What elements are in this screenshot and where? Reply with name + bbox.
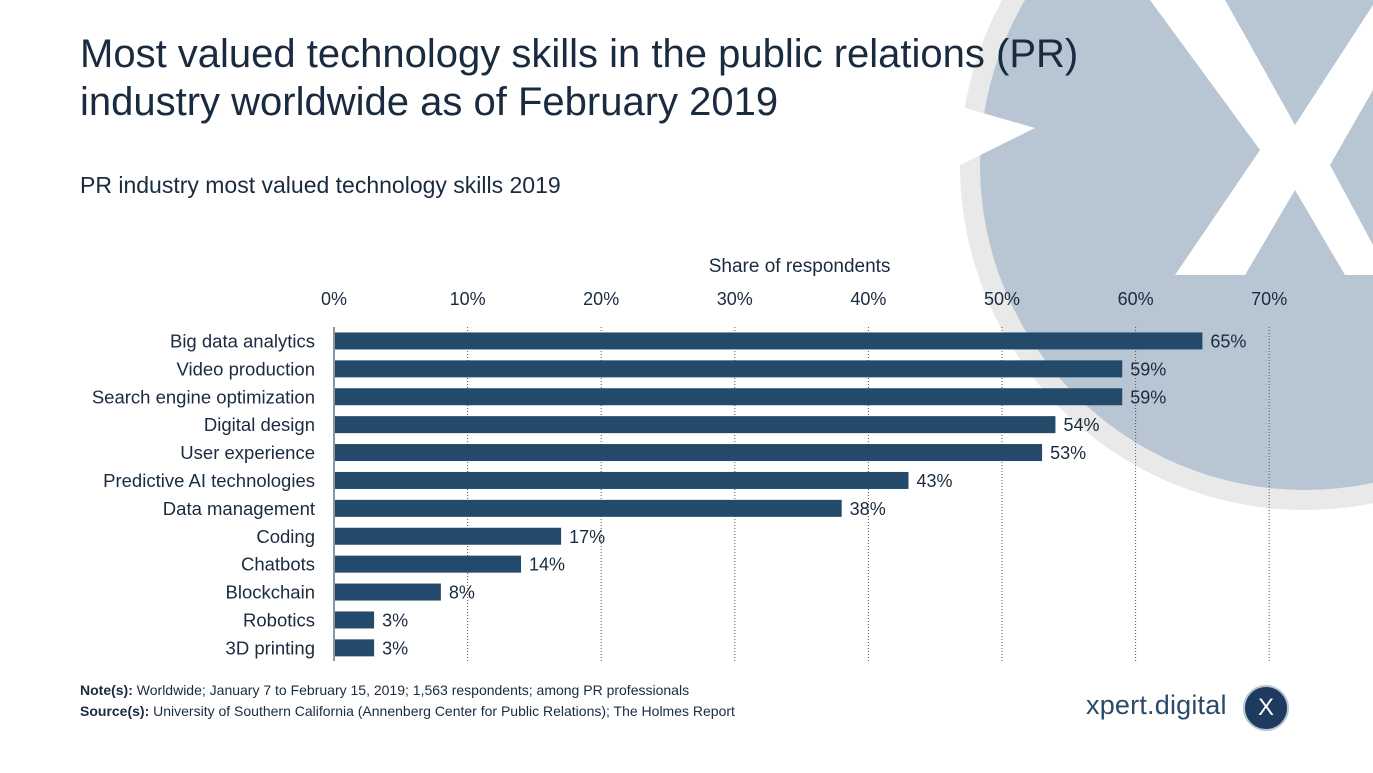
data-label: 59% xyxy=(1130,387,1166,407)
bar xyxy=(335,332,1203,350)
x-axis-title: Share of respondents xyxy=(709,256,891,277)
bar xyxy=(335,360,1123,378)
bar xyxy=(335,416,1056,434)
x-tick-label: 60% xyxy=(1118,289,1154,309)
page-title: Most valued technology skills in the pub… xyxy=(80,30,1078,126)
category-label: Robotics xyxy=(243,609,315,630)
data-label: 14% xyxy=(529,555,565,575)
data-label: 43% xyxy=(916,471,952,491)
bar xyxy=(335,555,522,573)
category-label: User experience xyxy=(180,442,315,463)
brand-logo-text: xpert.digital xyxy=(1086,690,1227,720)
data-label: 3% xyxy=(382,610,408,630)
title-line-1: Most valued technology skills in the pub… xyxy=(80,32,1079,76)
bar xyxy=(335,471,909,489)
data-label: 3% xyxy=(382,638,408,658)
category-label: Predictive AI technologies xyxy=(103,470,315,491)
category-label: Digital design xyxy=(204,414,315,435)
data-label: 38% xyxy=(850,499,886,519)
brand-badge-letter: X xyxy=(1257,694,1274,721)
bar xyxy=(335,639,375,657)
x-tick-label: 0% xyxy=(321,289,347,309)
data-label: 53% xyxy=(1050,443,1086,463)
x-tick-label: 70% xyxy=(1251,289,1287,309)
chart-subtitle: PR industry most valued technology skill… xyxy=(80,172,561,198)
x-tick-label: 10% xyxy=(450,289,486,309)
bar xyxy=(335,499,842,517)
x-tick-label: 20% xyxy=(583,289,619,309)
category-label: Search engine optimization xyxy=(92,386,315,407)
data-label: 8% xyxy=(449,583,475,603)
category-label: Video production xyxy=(176,358,315,379)
bar xyxy=(335,388,1123,406)
note-label: Note(s): xyxy=(80,682,133,698)
source-label: Source(s): xyxy=(80,703,150,719)
title-line-2: industry worldwide as of February 2019 xyxy=(80,80,779,124)
note-text: Worldwide; January 7 to February 15, 201… xyxy=(132,682,690,698)
x-tick-label: 40% xyxy=(850,289,886,309)
data-label: 17% xyxy=(569,527,605,547)
source-text: University of Southern California (Annen… xyxy=(149,703,735,719)
category-label: Big data analytics xyxy=(170,330,315,351)
footer-note: Note(s): Worldwide; January 7 to Februar… xyxy=(80,682,689,698)
brand-badge-icon: X xyxy=(1243,685,1289,731)
category-label: Data management xyxy=(163,498,315,519)
x-tick-label: 50% xyxy=(984,289,1020,309)
category-label: 3D printing xyxy=(226,637,315,658)
data-label: 54% xyxy=(1063,415,1099,435)
category-label: Coding xyxy=(256,526,315,547)
bar xyxy=(335,444,1043,462)
category-label: Blockchain xyxy=(226,582,315,603)
x-tick-label: 30% xyxy=(717,289,753,309)
emblem-x-icon xyxy=(1150,0,1373,275)
footer-source: Source(s): University of Southern Califo… xyxy=(80,703,735,719)
emblem-notch xyxy=(920,95,1035,185)
category-label: Chatbots xyxy=(241,554,315,575)
data-label: 59% xyxy=(1130,359,1166,379)
bar xyxy=(335,583,441,601)
bar xyxy=(335,527,562,545)
data-label: 65% xyxy=(1210,331,1246,351)
bar xyxy=(335,611,375,629)
